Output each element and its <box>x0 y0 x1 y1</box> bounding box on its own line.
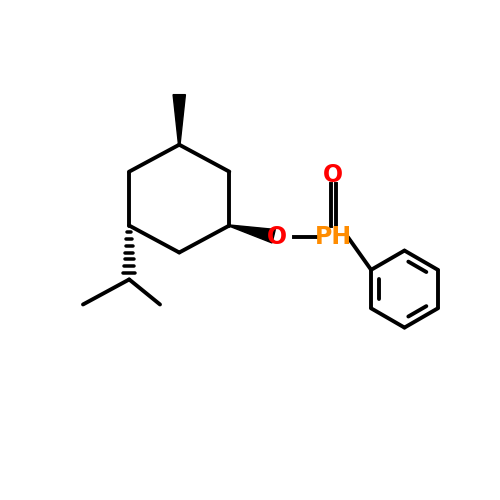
Text: PH: PH <box>314 225 352 249</box>
Text: O: O <box>323 164 344 188</box>
Polygon shape <box>173 94 186 144</box>
Text: O: O <box>268 225 287 249</box>
Polygon shape <box>229 225 276 243</box>
